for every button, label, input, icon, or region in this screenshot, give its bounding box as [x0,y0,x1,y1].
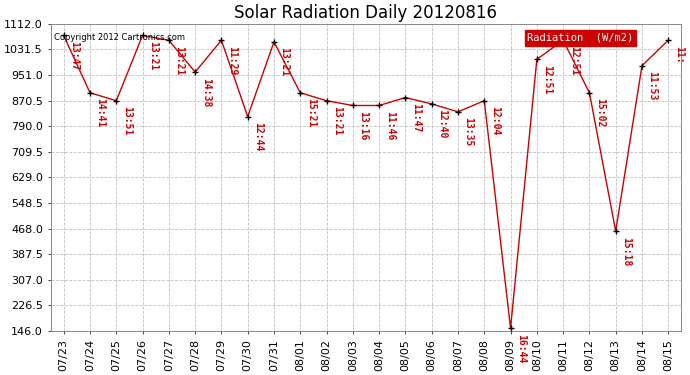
Text: 13:21: 13:21 [148,41,158,70]
Text: Radiation  (W/m2): Radiation (W/m2) [527,33,633,43]
Text: 12:51: 12:51 [542,65,553,94]
Text: 11:46: 11:46 [385,111,395,140]
Text: 11:47: 11:47 [411,103,421,132]
Text: 12:51: 12:51 [569,46,579,75]
Text: Copyright 2012 Cartronics.com: Copyright 2012 Cartronics.com [54,33,185,42]
Text: 13:35: 13:35 [464,117,473,147]
Text: 16:44: 16:44 [516,334,526,363]
Text: 12:04: 12:04 [490,106,500,136]
Text: 13:21: 13:21 [279,47,290,77]
Title: Solar Radiation Daily 20120816: Solar Radiation Daily 20120816 [235,4,497,22]
Text: 11:: 11: [674,46,684,63]
Text: 11:53: 11:53 [647,71,658,100]
Text: 14:41: 14:41 [95,98,106,128]
Text: 13:51: 13:51 [122,106,132,136]
Text: 13:21: 13:21 [332,106,342,136]
Text: 13:47: 13:47 [69,41,79,70]
Text: 14:38: 14:38 [201,78,210,107]
Text: 15:21: 15:21 [306,98,316,128]
Text: 15:18: 15:18 [621,237,631,266]
Text: 11:29: 11:29 [227,46,237,75]
Text: 13:16: 13:16 [358,111,368,140]
Text: 15:02: 15:02 [595,98,605,128]
Text: 12:44: 12:44 [253,122,264,152]
Text: 13:21: 13:21 [175,46,184,75]
Text: 12:40: 12:40 [437,110,447,139]
